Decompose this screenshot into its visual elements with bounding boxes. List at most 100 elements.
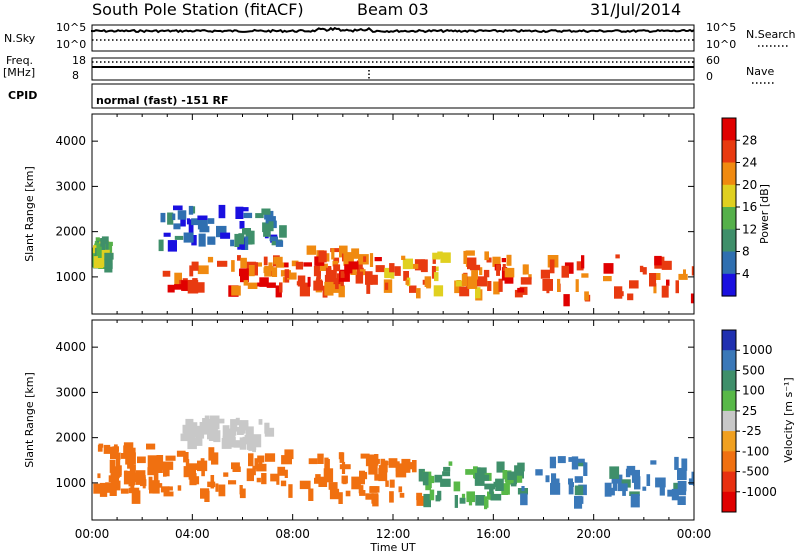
colorbar-tick-label: 12 [742, 222, 757, 236]
power-cell [683, 269, 686, 275]
nsky-panel-frame [91, 24, 695, 52]
power-cell [338, 285, 345, 298]
freq-label: Freq. [6, 54, 33, 67]
velocity-cell [345, 490, 351, 497]
power-cell [416, 288, 421, 299]
date-label: 31/Jul/2014 [590, 0, 681, 19]
velocity-cell [513, 475, 517, 485]
power-cell [191, 261, 199, 271]
y-tick-label: 3000 [55, 385, 86, 399]
power-cell [333, 264, 341, 272]
velocity-cell [329, 488, 340, 500]
power-cell [239, 207, 249, 212]
velocity-cell [510, 478, 514, 484]
power-cell [264, 266, 274, 277]
power-cell [498, 278, 503, 292]
power-cell [245, 230, 253, 245]
power-colorbar-label: Power [dB] [758, 184, 771, 244]
colorbar-tick-label: 24 [742, 156, 757, 170]
power-cell [394, 266, 401, 276]
velocity-cell [188, 466, 196, 480]
power-cell [207, 218, 215, 224]
velocity-cell [163, 491, 174, 497]
power-cell [207, 236, 216, 245]
velocity-cell [270, 473, 279, 482]
velocity-cell [484, 496, 488, 510]
nave-label: Nave [746, 65, 774, 78]
velocity-cell [574, 461, 586, 467]
velocity-cell [261, 473, 267, 485]
velocity-cell [308, 488, 314, 501]
velocity-cell [117, 452, 121, 460]
power-cell [479, 267, 483, 276]
power-cell [279, 282, 283, 293]
velocity-cell [256, 463, 267, 472]
colorbar-swatch [722, 330, 736, 351]
velocity-cell [378, 465, 383, 473]
power-cell [230, 239, 235, 247]
velocity-cell [517, 488, 528, 495]
power-cell [365, 271, 373, 285]
x-tick-label: 00:00 [75, 527, 110, 541]
velocity-cell [678, 485, 687, 496]
velocity-cell [185, 418, 194, 431]
velocity-cell [423, 493, 431, 508]
power-cell [654, 255, 662, 266]
velocity-cell [416, 492, 423, 501]
freq-bottom-tick: 8 [72, 69, 79, 82]
velocity-cell [378, 468, 388, 482]
velocity-cell [646, 474, 651, 486]
velocity-cell [339, 464, 351, 470]
power-cell [437, 251, 443, 259]
velocity-heatmap [93, 415, 694, 510]
velocity-cell [461, 493, 466, 498]
velocity-cell [207, 431, 213, 440]
power-cell [581, 273, 589, 278]
colorbar-tick-label: 28 [742, 133, 757, 147]
velocity-cell [474, 472, 485, 486]
velocity-cell [235, 440, 245, 447]
power-cell [276, 262, 285, 268]
power-cell [522, 264, 527, 275]
velocity-cell [201, 428, 209, 434]
power-cell [465, 250, 475, 256]
power-cell [616, 291, 624, 297]
colorbar-tick-label: 8 [742, 245, 750, 259]
velocity-cell [131, 479, 135, 486]
cpid-panel-frame [91, 83, 695, 109]
power-cell [104, 252, 114, 260]
colorbar-tick-label: -25 [742, 424, 762, 438]
nsky-bottom-tick: 10^0 [56, 38, 86, 51]
power-cell [234, 233, 240, 247]
power-cell [564, 262, 574, 274]
velocity-cell [448, 461, 453, 466]
velocity-cell [121, 453, 129, 459]
power-cell [291, 260, 299, 267]
colorbar-tick-label: 16 [742, 200, 757, 214]
power-cell [174, 284, 185, 290]
power-cell [197, 265, 209, 275]
power-cell [675, 280, 679, 294]
power-cell [255, 213, 264, 219]
power-cell [191, 218, 198, 226]
colorbar-frame [721, 329, 737, 513]
velocity-cell [235, 417, 240, 426]
velocity-cell [252, 434, 262, 448]
power-cell [433, 285, 444, 297]
power-cell [186, 218, 191, 225]
power-cell [263, 223, 271, 237]
power-cell [193, 282, 205, 293]
power-cell [340, 271, 345, 278]
power-cell [492, 256, 501, 267]
velocity-cell [428, 475, 432, 489]
velocity-cell [179, 451, 186, 456]
power-cell [366, 283, 371, 294]
power-cell [549, 259, 555, 274]
velocity-cell [239, 423, 249, 431]
velocity-cell [254, 458, 259, 470]
power-cell [273, 256, 283, 265]
nave-top-tick: 60 [706, 54, 720, 67]
velocity-cell [177, 485, 182, 491]
velocity-cell [575, 458, 585, 463]
power-colorbar: 28 24 20 16 12 8 4 [721, 117, 757, 297]
